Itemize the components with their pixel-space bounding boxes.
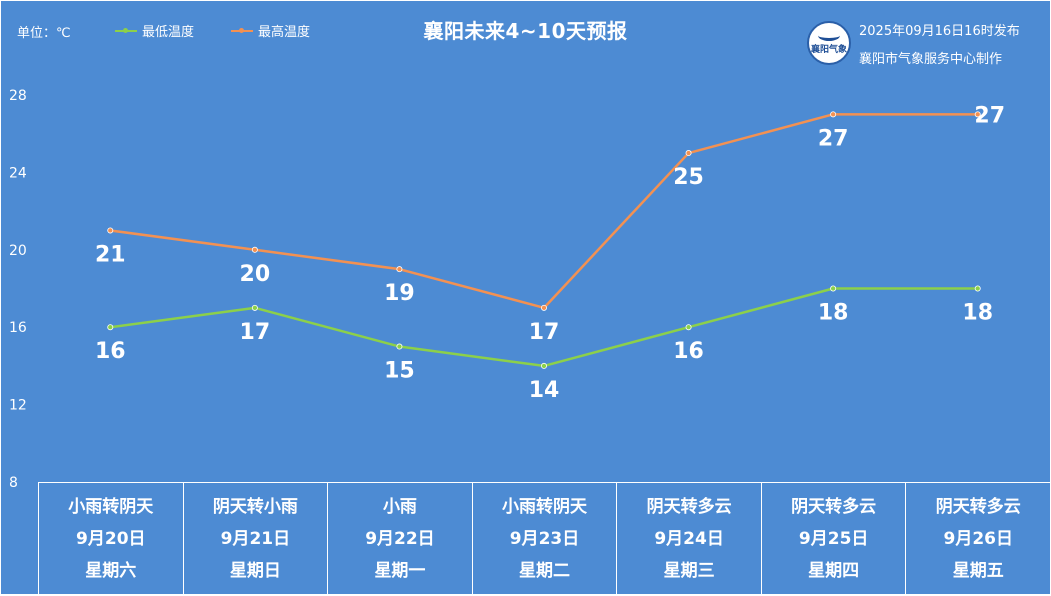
legend-swatch-min <box>115 27 137 33</box>
day-weather: 小雨转阴天 <box>502 497 588 517</box>
legend-label-max: 最高温度 <box>258 25 311 40</box>
day-weekday: 星期六 <box>85 561 137 581</box>
day-cell: 小雨 9月22日 星期一 <box>327 483 472 594</box>
day-date: 9月23日 <box>509 529 580 549</box>
unit-label: 单位：℃ <box>17 26 71 41</box>
day-cell: 阴天转小雨 9月21日 星期日 <box>182 483 328 594</box>
day-cell: 阴天转多云 9月24日 星期三 <box>616 483 761 594</box>
legend-swatch-max <box>231 27 253 33</box>
data-label: 16 <box>95 339 126 364</box>
day-weekday: 星期五 <box>952 561 1004 581</box>
day-weather: 阴天转多云 <box>791 497 877 517</box>
day-cell: 小雨转阴天 9月20日 星期六 <box>38 483 183 594</box>
data-point <box>541 304 548 311</box>
day-weekday: 星期四 <box>808 561 860 581</box>
data-point <box>974 111 981 118</box>
y-tick-label: 28 <box>9 88 27 104</box>
data-point <box>830 111 837 118</box>
data-point <box>251 246 258 253</box>
data-label: 17 <box>240 320 271 345</box>
day-weekday: 星期三 <box>663 561 715 581</box>
legend-label-min: 最低温度 <box>142 25 195 40</box>
daily-forecast-table: 小雨转阴天 9月20日 星期六 阴天转小雨 9月21日 星期日 小雨 9月22日… <box>38 482 1050 594</box>
publish-time: 2025年09月16日16时发布 <box>859 24 1020 39</box>
day-date: 9月24日 <box>654 529 724 549</box>
data-point <box>830 285 837 292</box>
legend-item-max: 最高温度 <box>231 21 310 40</box>
data-point <box>396 266 403 273</box>
data-point <box>974 285 981 292</box>
chart-title: 襄阳未来4~10天预报 <box>423 19 628 43</box>
day-date: 9月22日 <box>365 529 435 549</box>
day-cell: 阴天转多云 9月25日 星期四 <box>760 483 906 594</box>
day-date: 9月20日 <box>76 529 146 549</box>
data-label: 18 <box>962 301 993 326</box>
data-point <box>685 150 692 157</box>
day-weather: 阴天转多云 <box>646 497 732 517</box>
logo-mark: 襄阳气象 <box>810 45 847 55</box>
data-label: 27 <box>818 126 849 151</box>
day-weather: 小雨 <box>382 497 417 517</box>
data-label: 17 <box>529 320 560 345</box>
data-point <box>107 227 114 234</box>
data-point <box>107 324 114 331</box>
data-point <box>251 304 258 311</box>
data-label: 20 <box>240 262 271 287</box>
pavilion-icon <box>818 30 840 41</box>
data-label: 18 <box>818 301 849 326</box>
data-point <box>541 362 548 369</box>
day-date: 9月25日 <box>798 529 869 549</box>
y-tick-label: 8 <box>9 475 18 491</box>
weather-logo: 襄阳气象 <box>807 21 851 65</box>
day-weather: 小雨转阴天 <box>68 497 154 517</box>
day-cell: 阴天转多云 9月26日 星期五 <box>905 483 1050 594</box>
day-weather: 阴天转小雨 <box>212 497 298 517</box>
data-point <box>685 324 692 331</box>
y-tick-label: 20 <box>9 243 27 259</box>
day-date: 9月21日 <box>220 529 291 549</box>
y-tick-label: 12 <box>9 398 27 414</box>
data-label: 25 <box>673 165 704 190</box>
day-weekday: 星期日 <box>229 561 281 581</box>
data-label: 16 <box>673 339 704 364</box>
day-cell: 小雨转阴天 9月23日 星期二 <box>471 483 617 594</box>
day-weather: 阴天转多云 <box>935 497 1021 517</box>
day-date: 9月26日 <box>943 529 1014 549</box>
day-weekday: 星期二 <box>519 561 571 581</box>
data-point <box>396 343 403 350</box>
data-label: 19 <box>384 281 415 306</box>
data-label: 15 <box>384 359 415 384</box>
publisher-name: 襄阳市气象服务中心制作 <box>859 52 1003 67</box>
data-label: 14 <box>529 378 560 403</box>
day-weekday: 星期一 <box>374 561 426 581</box>
legend-item-min: 最低温度 <box>115 21 194 40</box>
data-label: 21 <box>95 242 126 267</box>
y-tick-label: 16 <box>9 320 27 336</box>
y-tick-label: 24 <box>9 165 27 181</box>
data-label: 27 <box>974 103 1005 128</box>
